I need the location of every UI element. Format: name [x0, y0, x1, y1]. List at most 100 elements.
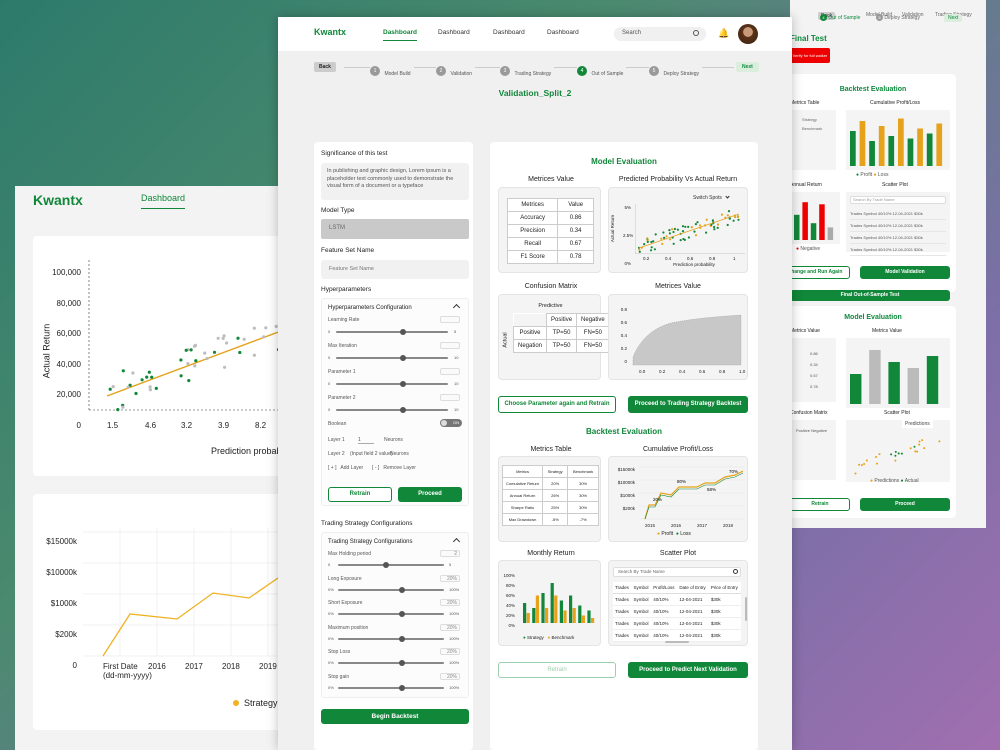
slider-knob[interactable]: [400, 407, 407, 413]
step-2[interactable]: 2 Validation: [436, 62, 476, 80]
slider-knob[interactable]: [400, 381, 407, 387]
boolean-toggle[interactable]: ON: [440, 419, 462, 427]
step-5[interactable]: 5 Deploy Strategy: [649, 62, 703, 80]
slider-track[interactable]: [336, 355, 448, 361]
step-1[interactable]: 1 Model Build: [370, 62, 414, 80]
nav-dashboard-3[interactable]: Dashboard: [493, 29, 525, 36]
ytick: 40,000: [56, 359, 81, 369]
hyper-value-input[interactable]: [440, 394, 460, 401]
trade-scrollbar[interactable]: [745, 597, 747, 621]
trade-search-placeholder: Search By Trade Name: [618, 569, 665, 574]
slider-knob[interactable]: [398, 660, 405, 666]
slider-knob[interactable]: [382, 562, 389, 568]
right-run-again-button[interactable]: Change and Run Again: [790, 266, 850, 279]
slider-track[interactable]: [338, 586, 444, 593]
slider-track[interactable]: [338, 611, 444, 617]
proceed-button[interactable]: Proceed: [398, 487, 462, 502]
right-model-validation-button[interactable]: Model Validation: [860, 266, 950, 279]
step-3[interactable]: 3 Trading Strategy: [500, 62, 555, 80]
trade-cell: Trades: [613, 617, 632, 630]
scatter-point: [672, 230, 675, 234]
nav-dashboard-4[interactable]: Dashboard: [547, 29, 579, 36]
slider-knob[interactable]: [398, 635, 405, 642]
trade-value-input[interactable]: 20%: [440, 574, 460, 582]
bar: [926, 356, 939, 404]
scatter-point: [148, 385, 152, 389]
hyper-value-input[interactable]: [440, 316, 460, 323]
slider-knob[interactable]: [398, 684, 405, 691]
next-button[interactable]: Next: [736, 62, 759, 72]
hyper-value-input[interactable]: [440, 368, 460, 375]
slider-track[interactable]: [336, 329, 448, 335]
trade-hscrollbar[interactable]: [665, 641, 689, 643]
trade-value-input[interactable]: 20%: [440, 623, 460, 631]
slider-knob[interactable]: [400, 355, 407, 361]
avatar[interactable]: [738, 24, 758, 44]
chevron-up-icon[interactable]: [452, 303, 461, 312]
scatter-point: [737, 218, 740, 221]
remove-layer-button[interactable]: [ - ] Remove Layer: [372, 465, 416, 471]
layer2-input[interactable]: (Input field 2 value): [350, 451, 393, 457]
trade-value-input[interactable]: 20%: [440, 599, 460, 606]
slider-track[interactable]: [338, 635, 444, 642]
trade-value-input[interactable]: 20%: [440, 672, 460, 680]
slider-track[interactable]: [338, 562, 444, 568]
back-button[interactable]: Back: [314, 62, 336, 72]
right-next-button[interactable]: Next: [944, 14, 963, 22]
bt-metrics-cell: 30%: [567, 501, 599, 514]
retrain-button[interactable]: Retrain: [328, 487, 392, 502]
scatter-point: [111, 385, 115, 389]
add-layer-button[interactable]: [ + ] Add Layer: [328, 465, 363, 471]
feature-set-input[interactable]: Feature Set Name: [321, 260, 469, 279]
nav-dashboard-1[interactable]: Dashboard: [383, 29, 417, 41]
nav-dashboard-2[interactable]: Dashboard: [438, 29, 470, 36]
trade-row[interactable]: Trades Symbol 40/10% 12-04-2021 $30k: [613, 617, 741, 630]
th: Strategy: [542, 465, 569, 478]
chevron-up-icon[interactable]: [452, 537, 461, 546]
switch-spots-dropdown[interactable]: Switch Spots: [693, 194, 730, 201]
right-retrain-button[interactable]: Retrain: [790, 498, 850, 511]
right-proceed-button[interactable]: Proceed: [860, 498, 950, 511]
legend: Predictions: [874, 478, 900, 484]
slider-track[interactable]: [338, 660, 444, 666]
slider-knob[interactable]: [400, 329, 407, 335]
trade-value-input[interactable]: 20%: [440, 648, 460, 655]
neurons-label: Neurons: [384, 437, 403, 443]
trade-row[interactable]: Trades Symbol 40/10% 12-04-2021 $30k: [613, 593, 741, 606]
left-nav-dashboard[interactable]: Dashboard: [141, 193, 186, 209]
slider-track[interactable]: [336, 407, 448, 413]
trade-value-input[interactable]: 2: [440, 550, 460, 557]
retrain-disabled-button[interactable]: Retrain: [498, 662, 616, 678]
search-box[interactable]: Search: [614, 27, 706, 41]
slider-knob[interactable]: [398, 611, 405, 617]
right-scatter-title: Scatter Plot: [882, 182, 908, 188]
main-logo[interactable]: Kwantx: [314, 27, 347, 37]
bell-icon[interactable]: 🔔: [718, 28, 730, 38]
cm-cell: FN=50: [576, 339, 610, 353]
slider-max: 10: [454, 381, 459, 386]
trade-row[interactable]: Trades Symbol 40/10% 12-04-2021 $30k: [613, 629, 741, 642]
trade-head-cell: Price of Entry: [708, 582, 741, 594]
trade-row[interactable]: Trades Symbol 40/10% 12-04-2021 $30k: [613, 605, 741, 618]
right-scatter-2: [846, 420, 950, 482]
proceed-to-backtest-button[interactable]: Proceed to Trading Strategy Backtest: [628, 396, 748, 413]
legend-dot: ●: [523, 635, 526, 640]
step-4-active[interactable]: 4 Out of Sample: [577, 62, 627, 80]
right-final-test-button[interactable]: Final Out-of-Sample Test: [790, 290, 950, 301]
model-type-select[interactable]: LSTM: [321, 219, 469, 239]
proceed-next-validation-button[interactable]: Proceed to Predict Next Validation: [628, 662, 748, 678]
slider-knob[interactable]: [398, 586, 405, 593]
right-trade-rows: Trades Symbol 40/10% 12-04-2021 $30k Trad…: [850, 208, 946, 256]
layer1-input[interactable]: 1: [358, 437, 374, 444]
begin-backtest-button[interactable]: Begin Backtest: [321, 709, 469, 724]
hyper-value-input[interactable]: [440, 342, 460, 349]
slider-track[interactable]: [336, 381, 448, 387]
right-trade-search[interactable]: Search By Trade Name: [850, 196, 946, 204]
right-predictions-dropdown[interactable]: Predictions: [902, 420, 933, 428]
trade-search-input[interactable]: Search By Trade Name: [613, 567, 741, 577]
legend-dot: ●: [547, 635, 551, 640]
choose-parameter-button[interactable]: Choose Parameter again and Retrain: [498, 396, 616, 413]
metrics-row: F1 Score 0.78: [506, 250, 594, 264]
right-red-button[interactable]: Verify for full walker: [790, 48, 830, 63]
slider-track[interactable]: [338, 684, 444, 691]
